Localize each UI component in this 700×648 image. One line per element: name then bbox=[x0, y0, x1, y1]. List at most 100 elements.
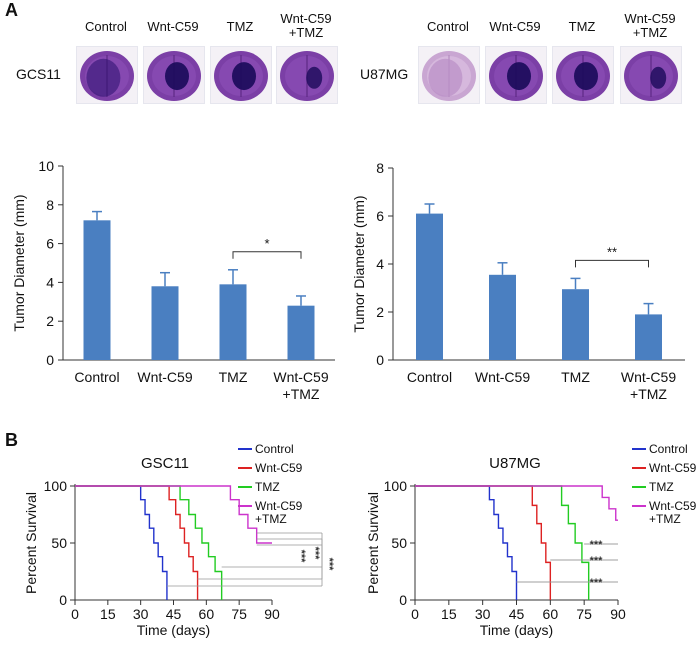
brain-section-image bbox=[76, 46, 138, 104]
bar-chart-gcs11: 0 2 4 6 8 10 Tumor Diameter (mm) Control Wnt-C59… bbox=[11, 158, 335, 402]
y-tick-label: 0 bbox=[399, 592, 407, 608]
y-tick-label: 100 bbox=[44, 478, 68, 494]
condition-label: Wnt-C59 bbox=[489, 19, 541, 34]
brain-section-image bbox=[485, 46, 547, 104]
x-tick-label: Wnt-C59 bbox=[475, 369, 530, 385]
condition-label: Wnt-C59 +TMZ bbox=[624, 11, 676, 40]
significance-label: *** bbox=[590, 555, 604, 567]
bar bbox=[83, 220, 111, 360]
legend-label: Wnt-C59 +TMZ bbox=[649, 499, 697, 526]
survival-curve bbox=[415, 485, 552, 600]
y-tick-label: 2 bbox=[376, 304, 384, 320]
significance-label: *** bbox=[323, 558, 335, 572]
brain-section-drawing bbox=[556, 51, 610, 101]
x-tick-label: 30 bbox=[475, 606, 491, 622]
brain-section-image bbox=[210, 46, 272, 104]
brain-section-drawing bbox=[624, 51, 678, 101]
bar-chart-u87mg: 0 2 4 6 8 Tumor Diameter (mm) Control Wnt-C59 TM… bbox=[351, 160, 685, 402]
y-tick-label: 6 bbox=[46, 236, 54, 252]
brain-section-image bbox=[552, 46, 614, 104]
survival-curve bbox=[415, 485, 590, 600]
y-tick-label: 6 bbox=[376, 208, 384, 224]
x-axis-label: Time (days) bbox=[137, 622, 210, 638]
x-tick-label: 75 bbox=[231, 606, 247, 622]
brain-section-image bbox=[143, 46, 205, 104]
y-tick-label: 8 bbox=[376, 160, 384, 176]
survival-chart-gsc11: GSC11 0 50 100 0 15 30 45 60 75 90 Time (days) Perce… bbox=[23, 442, 335, 638]
tumor-region bbox=[507, 62, 531, 91]
survival-curve bbox=[75, 485, 223, 600]
x-tick-label: Wnt-C59 +TMZ bbox=[621, 369, 676, 402]
tumor-region bbox=[165, 62, 189, 91]
x-tick-label: TMZ bbox=[561, 369, 590, 385]
x-tick-label: 0 bbox=[411, 606, 419, 622]
x-tick-label: 45 bbox=[166, 606, 182, 622]
x-axis-label: Time (days) bbox=[480, 622, 553, 638]
brain-section-drawing bbox=[489, 51, 543, 101]
brain-section-image bbox=[276, 46, 338, 104]
x-tick-label: Wnt-C59 +TMZ bbox=[273, 369, 328, 402]
significance-label: * bbox=[264, 236, 269, 251]
bar bbox=[219, 284, 247, 360]
survival-curve bbox=[415, 485, 618, 521]
bar bbox=[635, 314, 662, 360]
condition-label: Control bbox=[427, 19, 469, 34]
y-tick-label: 0 bbox=[59, 592, 67, 608]
x-tick-label: 75 bbox=[576, 606, 592, 622]
tumor-region bbox=[86, 58, 121, 97]
legend-label: Control bbox=[255, 442, 294, 456]
bar bbox=[489, 274, 516, 360]
condition-label: Control bbox=[85, 19, 127, 34]
bar bbox=[416, 213, 443, 360]
y-axis-label: Percent Survival bbox=[23, 492, 39, 594]
y-tick-label: 0 bbox=[376, 352, 384, 368]
bar bbox=[562, 289, 589, 360]
tumor-region bbox=[650, 66, 667, 89]
significance-label: *** bbox=[295, 550, 307, 564]
x-tick-label: 15 bbox=[441, 606, 457, 622]
x-tick-label: 0 bbox=[71, 606, 79, 622]
y-tick-label: 4 bbox=[46, 274, 54, 290]
legend-label: TMZ bbox=[255, 480, 280, 494]
survival-curve bbox=[415, 485, 518, 600]
survival-curve bbox=[75, 485, 168, 600]
brain-section-image bbox=[620, 46, 682, 104]
y-tick-label: 2 bbox=[46, 313, 54, 329]
condition-label: Wnt-C59 +TMZ bbox=[280, 11, 332, 40]
brain-section-drawing bbox=[80, 51, 134, 101]
condition-label: Wnt-C59 bbox=[147, 19, 199, 34]
significance-label: *** bbox=[309, 547, 321, 561]
legend-label: Wnt-C59 bbox=[649, 461, 697, 475]
survival-curve bbox=[75, 485, 272, 544]
cell-line-label-gcs11: GCS11 bbox=[16, 66, 61, 82]
legend-label: Wnt-C59 bbox=[255, 461, 303, 475]
x-tick-label: Wnt-C59 bbox=[137, 369, 192, 385]
significance-label: *** bbox=[590, 539, 604, 551]
x-tick-label: 60 bbox=[199, 606, 215, 622]
chart-title: U87MG bbox=[489, 455, 541, 472]
x-tick-label: 15 bbox=[100, 606, 116, 622]
y-tick-label: 50 bbox=[391, 535, 407, 551]
condition-label: TMZ bbox=[226, 19, 254, 34]
significance-bracket bbox=[232, 251, 302, 259]
x-tick-label: 90 bbox=[610, 606, 626, 622]
legend-label: Wnt-C59 +TMZ bbox=[255, 499, 303, 526]
x-tick-label: Control bbox=[74, 369, 119, 385]
tumor-region bbox=[306, 66, 323, 89]
legend-label: TMZ bbox=[649, 480, 674, 494]
significance-label: *** bbox=[590, 577, 604, 589]
brain-section-drawing bbox=[147, 51, 201, 101]
brain-section-drawing bbox=[214, 51, 268, 101]
tumor-region bbox=[232, 62, 256, 91]
tumor-region bbox=[574, 62, 598, 91]
brain-section-drawing bbox=[280, 51, 334, 101]
cell-line-label-u87mg: U87MG bbox=[360, 66, 409, 82]
tumor-region bbox=[428, 58, 463, 97]
x-tick-label: 90 bbox=[264, 606, 280, 622]
survival-chart-u87mg: U87MG 0 50 100 0 15 30 45 60 75 90 Time (days) Perce… bbox=[365, 442, 697, 638]
legend-label: Control bbox=[649, 442, 688, 456]
panel-b-label: B bbox=[5, 430, 18, 450]
y-tick-label: 100 bbox=[384, 478, 408, 494]
y-tick-label: 10 bbox=[38, 158, 54, 174]
